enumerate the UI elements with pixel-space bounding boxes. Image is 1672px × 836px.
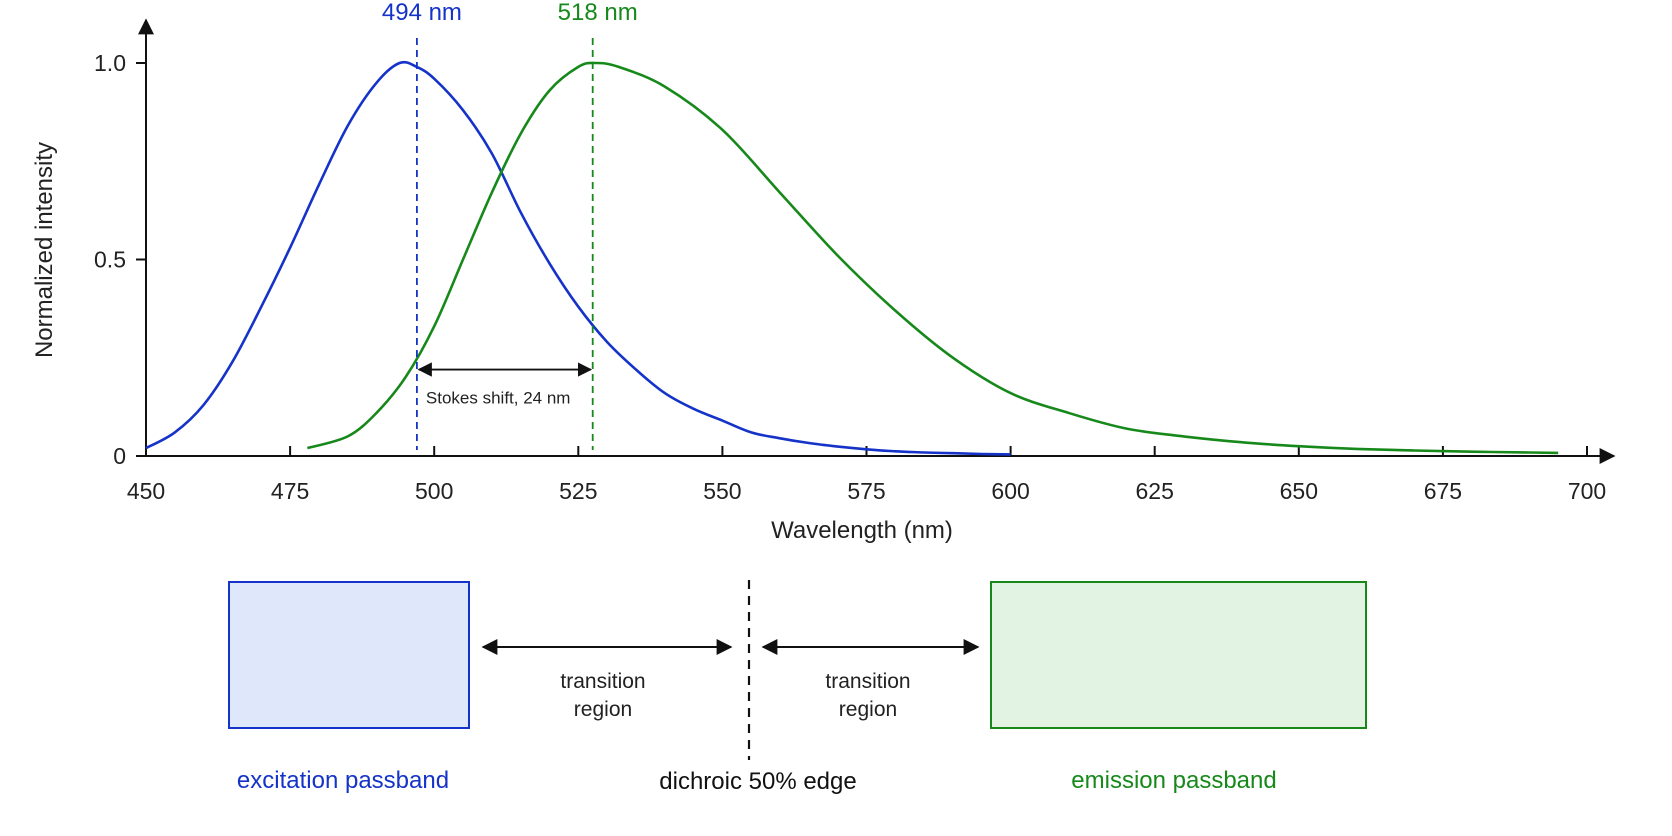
x-tick-label: 500	[415, 478, 453, 504]
transition-left-line1: transition	[560, 670, 645, 693]
transition-left-line2: region	[574, 698, 632, 721]
transition-right-line1: transition	[825, 670, 910, 693]
x-tick-label: 450	[127, 478, 165, 504]
y-tick-group: 0 0.5 1.0	[94, 50, 146, 469]
y-axis-label: Normalized intensity	[31, 142, 58, 358]
y-tick-label: 0	[113, 443, 126, 469]
filter-diagram: transition region transition region exci…	[228, 580, 1367, 795]
emission-passband-box	[990, 581, 1367, 729]
x-tick-label: 550	[703, 478, 741, 504]
x-tick-label: 600	[991, 478, 1029, 504]
excitation-curve	[145, 60, 1011, 456]
peak-label: 494 nm	[382, 0, 462, 26]
x-tick-label: 475	[271, 478, 309, 504]
y-tick-label: 0.5	[94, 247, 126, 273]
peak-layer: 494 nm 518 nm	[382, 0, 638, 450]
x-tick-group: 450 475 500 525 550 575 600 625 650 675 700	[127, 446, 1606, 504]
excitation-passband-box	[228, 581, 470, 729]
x-tick-label: 700	[1568, 478, 1606, 504]
x-tick-label: 575	[847, 478, 885, 504]
excitation-passband-label: excitation passband	[237, 767, 449, 794]
peak-label: 518 nm	[558, 0, 638, 26]
stokes-shift-label: Stokes shift, 24 nm	[426, 389, 571, 408]
emission-curve	[307, 61, 1559, 455]
x-tick-label: 525	[559, 478, 597, 504]
x-tick-label: 675	[1424, 478, 1462, 504]
series-layer	[145, 60, 1559, 456]
transition-right-line2: region	[839, 698, 897, 721]
emission-passband-label: emission passband	[1071, 767, 1276, 794]
x-tick-label: 625	[1136, 478, 1174, 504]
dichroic-edge-label: dichroic 50% edge	[659, 768, 856, 795]
x-tick-label: 650	[1280, 478, 1318, 504]
x-axis-label: Wavelength (nm)	[771, 517, 953, 544]
y-tick-label: 1.0	[94, 50, 126, 76]
